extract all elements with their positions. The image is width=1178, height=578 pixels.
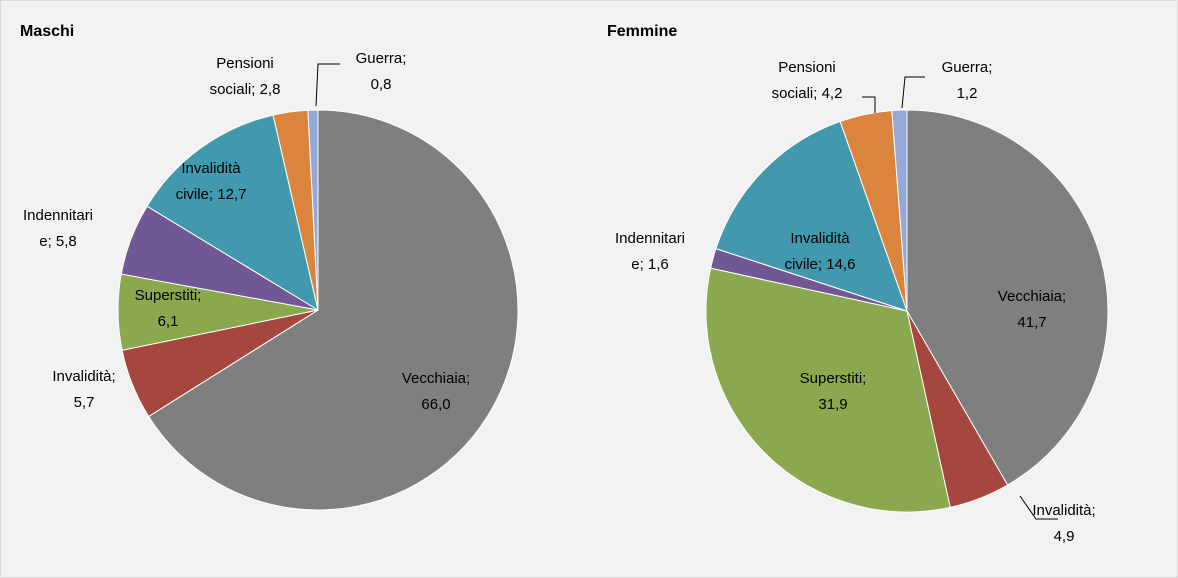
data-label: Guerra; 1,2 (942, 59, 993, 102)
data-label: Indennitari e; 1,6 (615, 230, 685, 273)
leader-lines (315, 63, 1058, 520)
data-label: Invalidità civile; 12,7 (176, 160, 247, 203)
data-label: Invalidità; 5,7 (52, 368, 115, 411)
data-label: Invalidità; 4,9 (1032, 502, 1095, 545)
pie-slice (715, 120, 908, 312)
leader-line (1019, 495, 1058, 520)
chart-title: Femmine (607, 23, 677, 40)
data-label: Pensioni sociali; 2,8 (210, 55, 281, 98)
leader-line (315, 63, 340, 107)
data-label: Superstiti; 31,9 (800, 370, 867, 413)
data-label: Guerra; 0,8 (356, 50, 407, 93)
data-label: Invalidità civile; 14,6 (785, 230, 856, 273)
data-label: Vecchiaia; 66,0 (402, 370, 470, 413)
leader-line (862, 96, 876, 113)
pie-slice (148, 109, 519, 511)
leader-line (901, 76, 925, 109)
chart-title: Maschi (20, 23, 74, 40)
data-label: Superstiti; 6,1 (135, 287, 202, 330)
data-label: Vecchiaia; 41,7 (998, 288, 1066, 331)
pie-slice (705, 267, 951, 513)
data-label: Indennitari e; 5,8 (23, 207, 93, 250)
pie-slice (307, 109, 319, 311)
pie-slice (146, 114, 319, 312)
pie-slice (891, 109, 908, 312)
pie-slice (906, 109, 1109, 486)
data-label: Pensioni sociali; 4,2 (772, 59, 843, 102)
